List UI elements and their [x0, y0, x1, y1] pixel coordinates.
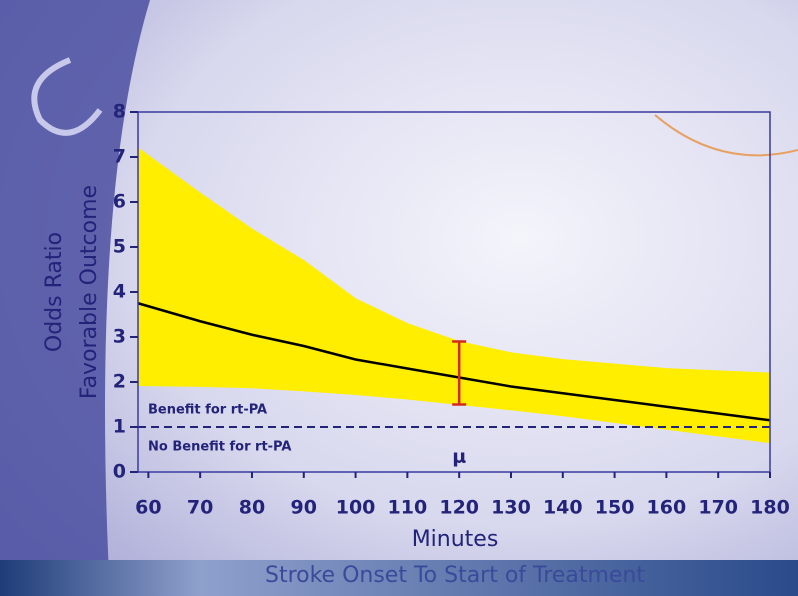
- y-tick-label: 2: [113, 371, 126, 393]
- x-tick-label: 60: [135, 497, 161, 519]
- x-axis-title: Minutes: [412, 527, 499, 552]
- y-tick-label: 6: [113, 191, 126, 213]
- x-tick-label: 80: [239, 497, 265, 519]
- y-tick-label: 0: [113, 461, 126, 483]
- y-axis-title: Favorable Outcome: [77, 185, 102, 399]
- x-tick-label: 160: [647, 497, 687, 519]
- x-tick-label: 100: [336, 497, 376, 519]
- x-tick-label: 140: [543, 497, 583, 519]
- confidence-band: [718, 371, 770, 443]
- confidence-band: [459, 342, 511, 410]
- x-tick-label: 110: [388, 497, 428, 519]
- annotation: Benefit for rt-PA: [148, 403, 267, 418]
- confidence-band: [511, 353, 563, 416]
- footer-text: Stroke Onset To Start of Treatment: [265, 563, 645, 588]
- confidence-band: [615, 364, 667, 429]
- annotation: μ: [452, 446, 466, 468]
- x-tick-label: 90: [291, 497, 317, 519]
- annotation: No Benefit for rt-PA: [148, 440, 291, 455]
- x-tick-label: 70: [187, 497, 213, 519]
- x-tick-label: 180: [750, 497, 790, 519]
- slide: Stroke Onset To Start of Treatment Minut…: [0, 0, 798, 596]
- x-tick-label: 130: [491, 497, 531, 519]
- y-axis-title: Odds Ratio: [42, 232, 67, 352]
- y-tick-label: 8: [113, 101, 126, 123]
- x-tick-label: 120: [439, 497, 479, 519]
- confidence-band: [666, 369, 718, 437]
- confidence-band: [563, 360, 615, 423]
- x-tick-label: 150: [595, 497, 635, 519]
- y-tick-label: 1: [113, 416, 126, 438]
- y-tick-label: 7: [113, 146, 126, 168]
- y-tick-label: 4: [113, 281, 126, 303]
- y-tick-label: 5: [113, 236, 126, 258]
- y-tick-label: 3: [113, 326, 126, 348]
- x-tick-label: 170: [698, 497, 738, 519]
